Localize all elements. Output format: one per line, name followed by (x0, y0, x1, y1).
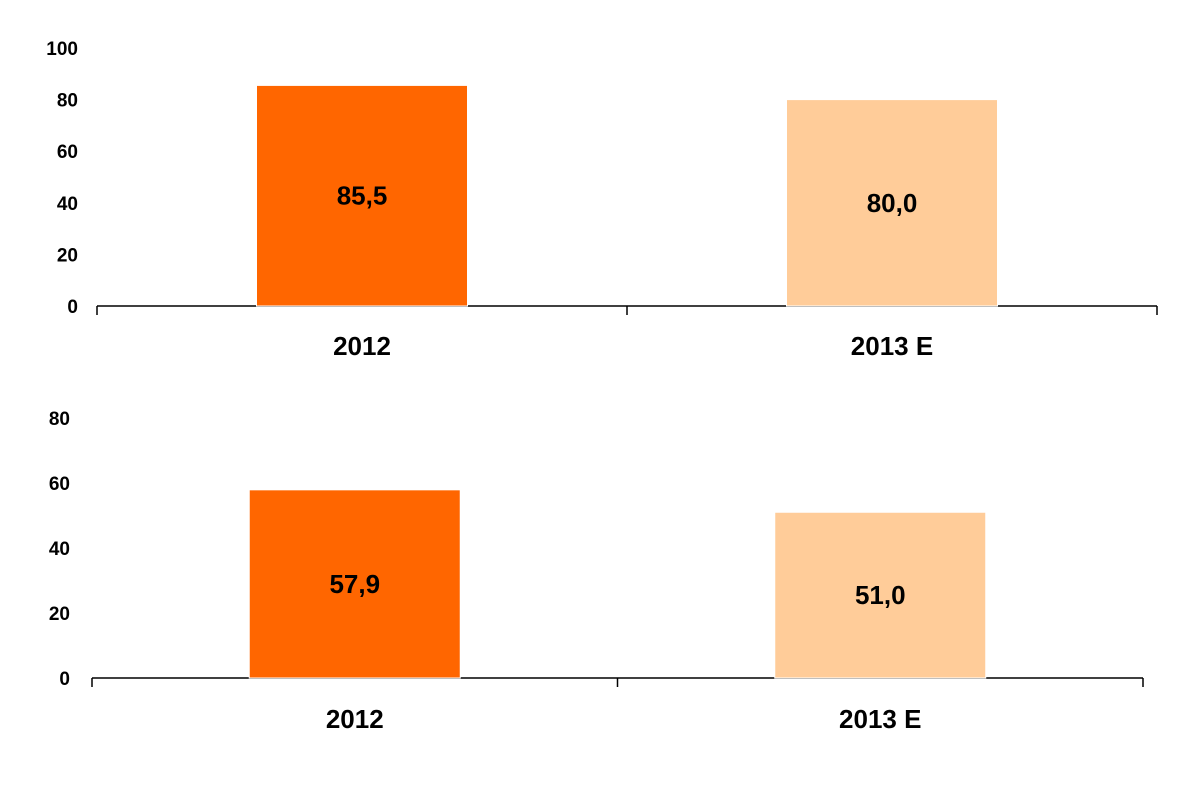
bottom-y-tick-label-3: 60 (49, 474, 70, 495)
top-bar-1 (786, 99, 998, 307)
top-y-tick-label-1: 20 (57, 245, 78, 266)
top-y-tick-label-0: 0 (67, 297, 78, 318)
bar-chart-top: 0 20 40 60 80 100 85,5 2012 80,0 2013 E (46, 39, 1158, 361)
bottom-bar-value-label-1: 51,0 (855, 580, 906, 610)
top-bar-0 (256, 84, 468, 307)
top-category-label-1: 2013 E (851, 331, 933, 361)
top-y-tick-label-3: 60 (57, 142, 78, 163)
bottom-category-label-1: 2013 E (839, 704, 921, 734)
bottom-y-tick-label-4: 80 (49, 409, 70, 430)
bottom-category-label-0: 2012 (326, 704, 384, 734)
bottom-y-tick-label-0: 0 (59, 669, 70, 690)
top-bar-value-label-0: 85,5 (337, 181, 388, 211)
bottom-bar-0 (248, 489, 461, 679)
bottom-y-tick-label-1: 20 (49, 604, 70, 625)
bottom-bar-1 (774, 511, 987, 679)
top-y-tick-label-5: 100 (46, 39, 78, 60)
bottom-bar-value-label-0: 57,9 (329, 569, 380, 599)
bottom-y-tick-label-2: 40 (49, 539, 70, 560)
top-y-tick-label-4: 80 (57, 91, 78, 112)
top-bar-value-label-1: 80,0 (867, 188, 918, 218)
top-y-tick-label-2: 40 (57, 194, 78, 215)
top-category-label-0: 2012 (333, 331, 391, 361)
bar-chart-bottom: 0 20 40 60 80 57,9 2012 51,0 2013 E (49, 409, 1144, 734)
